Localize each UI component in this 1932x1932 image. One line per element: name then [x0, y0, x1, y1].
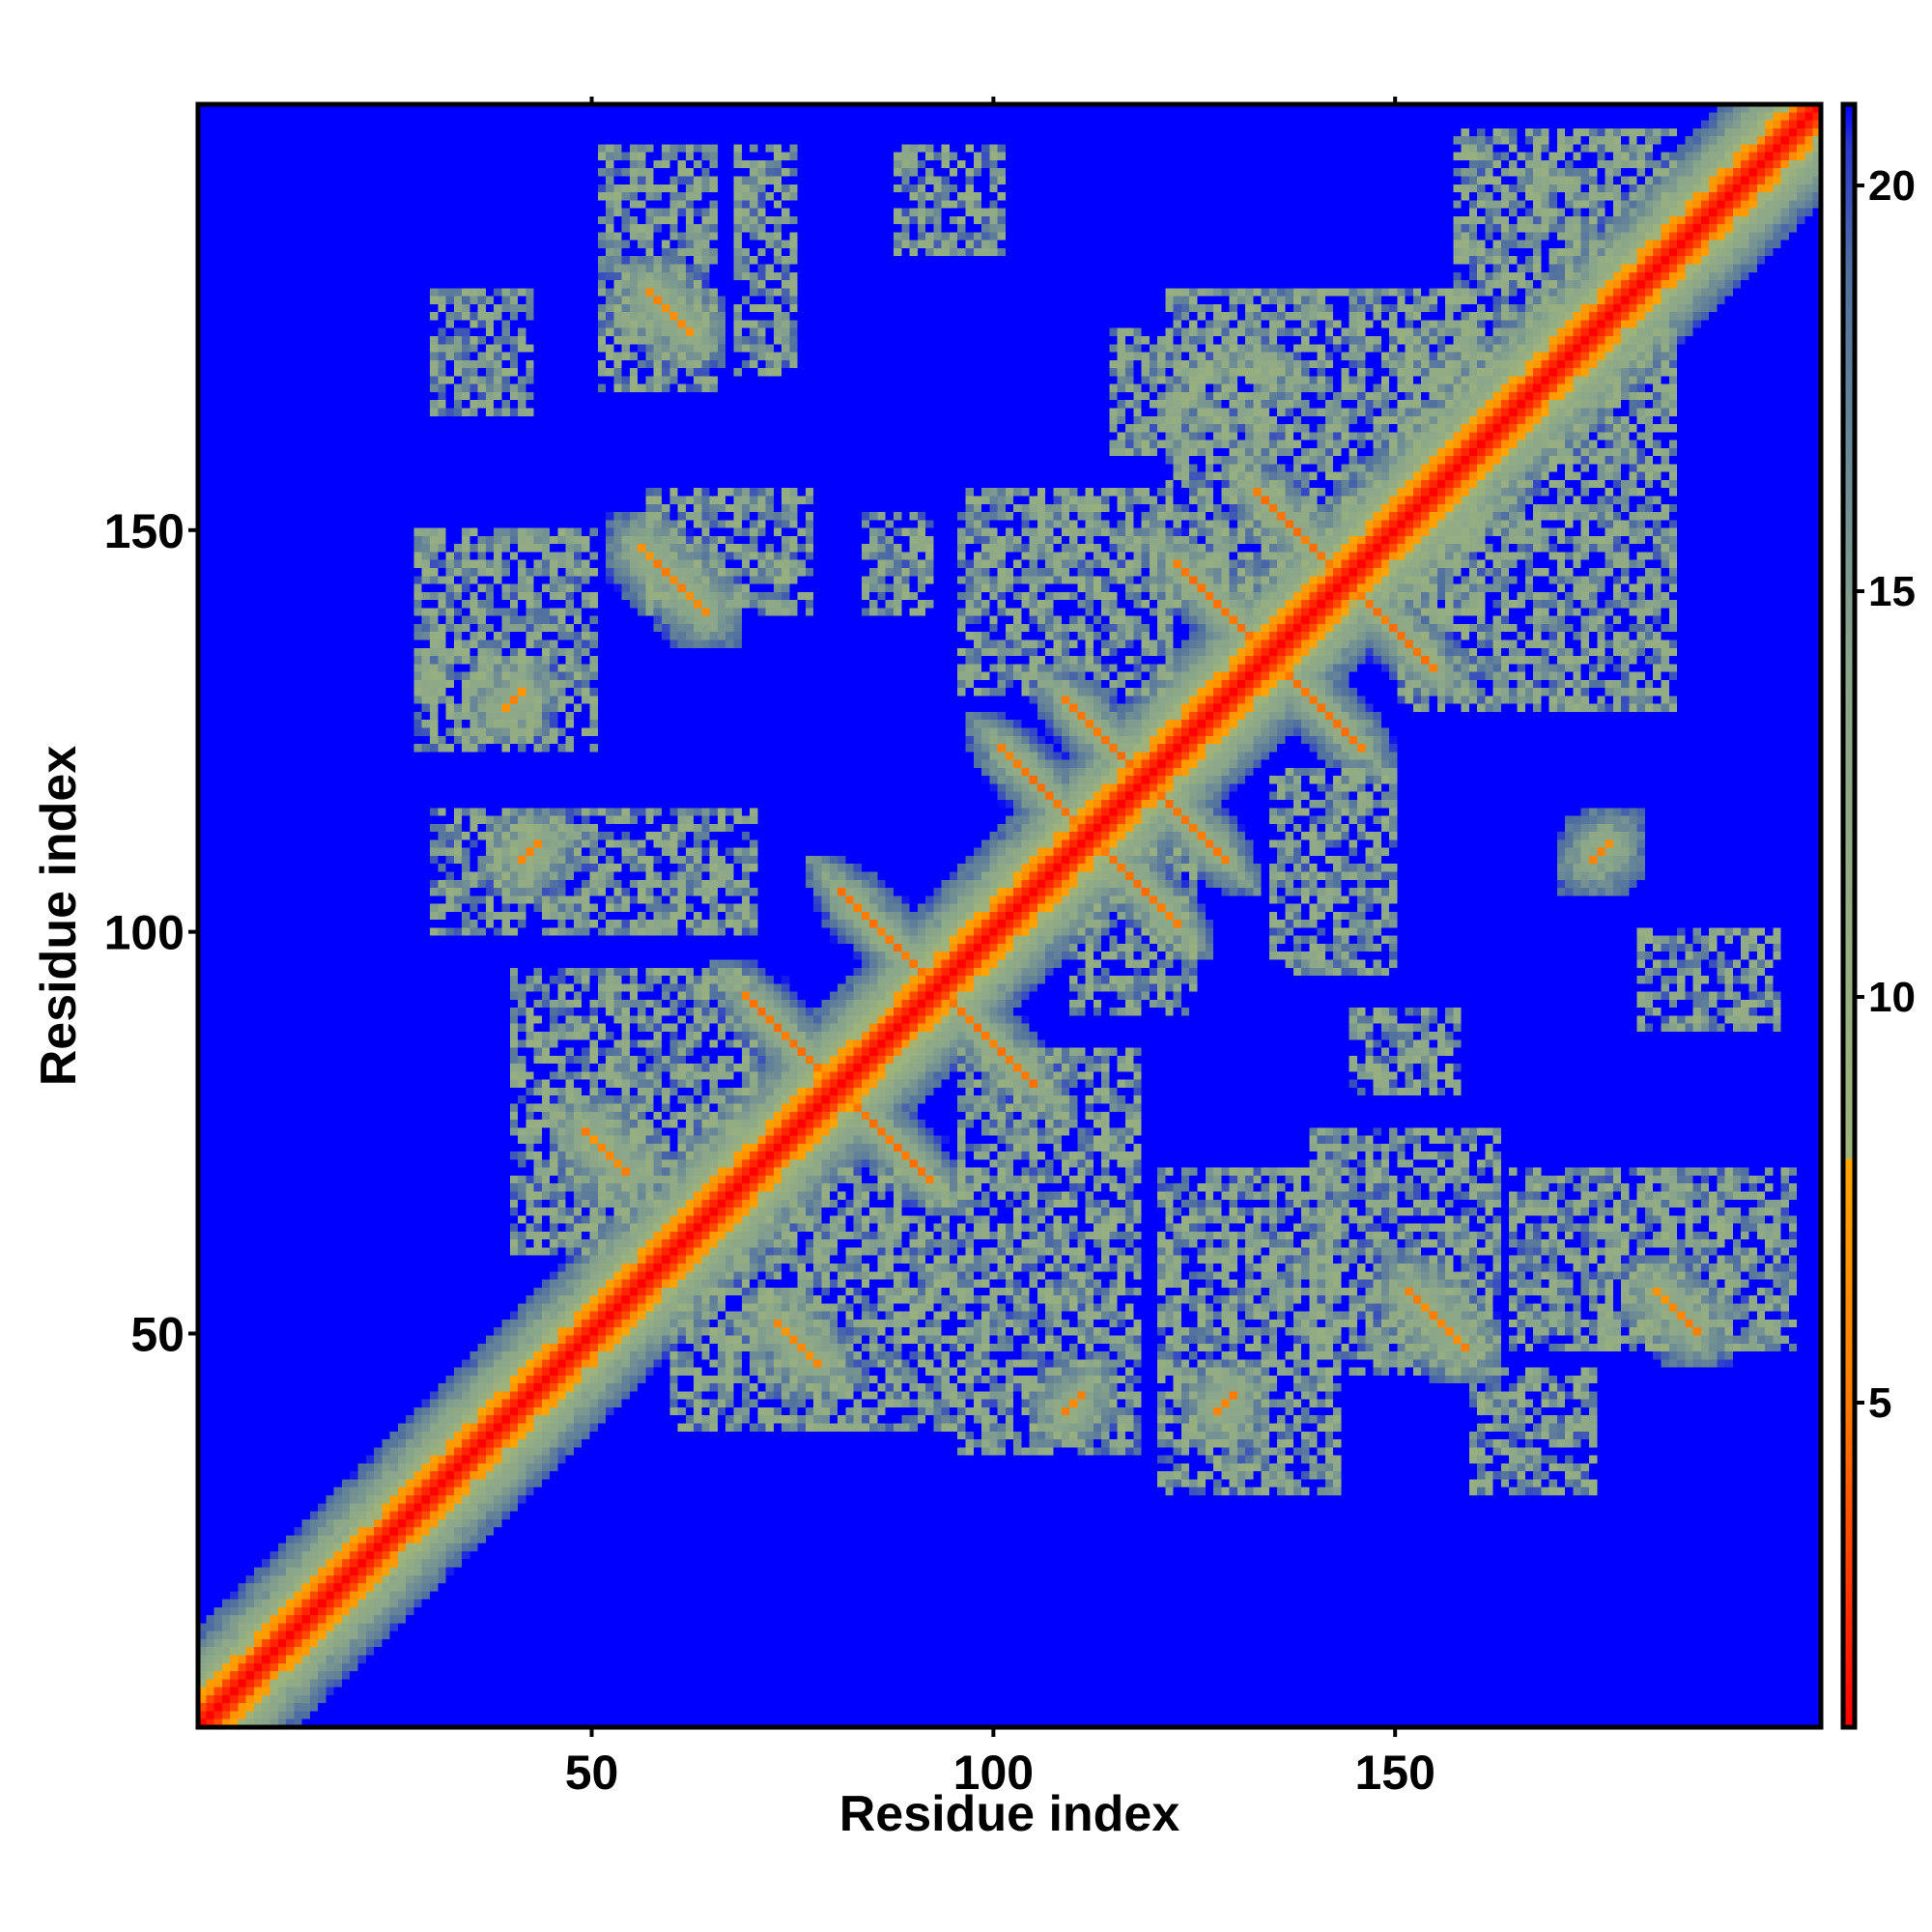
y-axis-title: Residue index	[31, 746, 87, 1087]
colorbar-frame	[1840, 101, 1858, 1730]
colorbar-tick-label: 10	[1868, 974, 1916, 1021]
x-tick-label: 150	[1354, 1746, 1435, 1800]
heatmap-plot-area	[195, 101, 1824, 1730]
x-tick-label: 100	[953, 1746, 1034, 1800]
x-axis-title: Residue index	[839, 1786, 1180, 1842]
colorbar-tick-label: 20	[1868, 162, 1916, 210]
colorbar-tick-label: 5	[1868, 1379, 1891, 1427]
y-axis: 50 100 150	[104, 504, 198, 1361]
y-tick-label: 100	[104, 906, 185, 960]
colorbar: 5 10 15 20	[1840, 101, 1916, 1730]
y-tick-label: 150	[104, 504, 185, 558]
colorbar-ticks: 5 10 15 20	[1855, 162, 1916, 1427]
colorbar-tick-label: 15	[1868, 568, 1916, 615]
x-tick-label: 50	[565, 1746, 619, 1800]
heatmap-cells	[198, 104, 1821, 1727]
y-tick-label: 50	[130, 1307, 185, 1361]
x-axis: 50 100 150	[565, 97, 1435, 1800]
colorbar-gradient	[1843, 104, 1855, 1727]
plot-frame	[195, 101, 1824, 1730]
